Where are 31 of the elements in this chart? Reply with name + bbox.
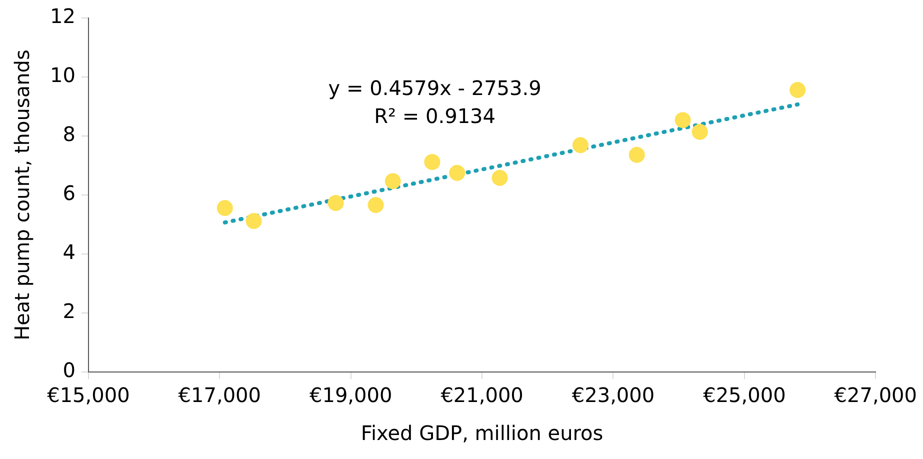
y-tick-label: 4 bbox=[62, 240, 76, 264]
point bbox=[328, 194, 344, 211]
point bbox=[572, 137, 588, 154]
point bbox=[368, 197, 384, 214]
point bbox=[492, 170, 508, 186]
x-tick-label: €21,000 bbox=[440, 383, 524, 408]
y-tick-label: 12 bbox=[50, 4, 76, 28]
point bbox=[384, 173, 401, 190]
x-tick-label: €25,000 bbox=[703, 383, 786, 408]
point bbox=[424, 154, 440, 170]
x-tick-label: €19,000 bbox=[309, 383, 392, 408]
point bbox=[216, 200, 233, 216]
y-tick-label: 0 bbox=[62, 358, 76, 382]
point bbox=[449, 164, 466, 181]
point bbox=[246, 212, 262, 229]
annotation: R² = 0.9134 bbox=[374, 104, 496, 128]
x-tick-label: €27,000 bbox=[834, 383, 918, 408]
point bbox=[628, 146, 645, 163]
x-tick-label: €15,000 bbox=[47, 383, 130, 408]
annotation: y = 0.4579x - 2753.9 bbox=[328, 76, 542, 100]
y-tick-label: 10 bbox=[50, 63, 76, 88]
point bbox=[790, 82, 806, 98]
x-axis-title: Fixed GDP, million euros bbox=[360, 421, 604, 446]
y-tick-label: 8 bbox=[62, 122, 76, 146]
y-tick-label: 2 bbox=[62, 299, 76, 324]
point bbox=[692, 124, 708, 140]
y-tick-label: 6 bbox=[62, 181, 76, 206]
x-tick-label: €17,000 bbox=[178, 383, 262, 408]
y-axis-title: Heat pump count, thousands bbox=[10, 50, 34, 340]
x-tick-label: €23,000 bbox=[572, 383, 655, 408]
point bbox=[674, 112, 691, 128]
